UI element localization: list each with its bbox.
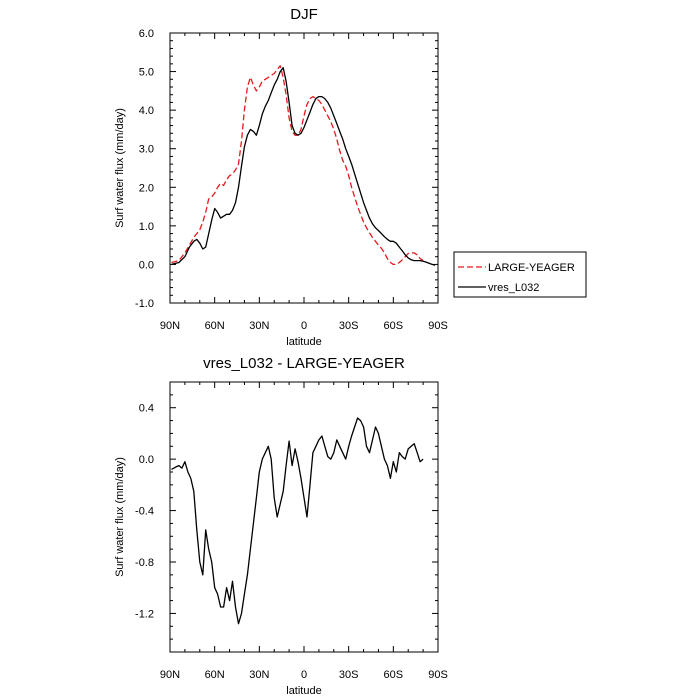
x-tick-label: 30S xyxy=(339,320,359,332)
x-tick-label: 0 xyxy=(301,669,307,681)
legend-label: LARGE-YEAGER xyxy=(488,262,575,274)
x-axis-label: latitude xyxy=(286,685,321,697)
x-tick-label: 90S xyxy=(428,669,448,681)
y-tick-label: 0.0 xyxy=(139,259,154,271)
x-axis-label: latitude xyxy=(286,336,321,348)
x-tick-label: 60N xyxy=(205,669,225,681)
y-tick-label: 0.4 xyxy=(139,403,154,415)
x-tick-label: 90N xyxy=(160,320,180,332)
x-tick-label: 60S xyxy=(384,320,404,332)
y-tick-label: 6.0 xyxy=(139,28,154,40)
y-tick-label: -0.8 xyxy=(135,557,154,569)
series-line-large-yeager xyxy=(171,65,424,266)
series-line-difference xyxy=(171,417,424,625)
plot-frame xyxy=(169,32,439,304)
x-tick-label: 30N xyxy=(249,669,269,681)
chart-title: vres_L032 - LARGE-YEAGER xyxy=(203,355,405,372)
chart-title: DJF xyxy=(290,6,318,23)
y-axis-label: Surf water flux (mm/day) xyxy=(114,108,126,228)
x-tick-label: 90S xyxy=(428,320,448,332)
y-axis-label: Surf water flux (mm/day) xyxy=(114,457,126,577)
y-tick-label: 5.0 xyxy=(139,67,154,79)
x-tick-label: 60S xyxy=(384,669,404,681)
legend: LARGE-YEAGER vres_L032 xyxy=(453,251,587,298)
chart-panel-2: vres_L032 - LARGE-YEAGER 90N 60N 30N 0 30S 60S… xyxy=(114,355,448,697)
x-tick-label: 60N xyxy=(205,320,225,332)
plot-area xyxy=(171,417,424,625)
legend-label: vres_L032 xyxy=(488,282,539,294)
x-tick-label: 30S xyxy=(339,669,359,681)
x-tick-label: 30N xyxy=(249,320,269,332)
chart-panel-1: DJF 90N 60N 30N 0 30S 60S 90S -1.0 0.0 1.0 2.0 3.0 4.… xyxy=(114,6,587,348)
y-tick-label: 3.0 xyxy=(139,144,154,156)
y-tick-label: 2.0 xyxy=(139,182,154,194)
y-tick-label: -1.2 xyxy=(135,608,154,620)
y-tick-label: 0.0 xyxy=(139,454,154,466)
plot-area xyxy=(171,65,436,266)
y-tick-label: 1.0 xyxy=(139,221,154,233)
y-tick-label: 4.0 xyxy=(139,105,154,117)
y-tick-label: -1.0 xyxy=(135,298,154,310)
x-tick-label: 0 xyxy=(301,320,307,332)
plot-frame xyxy=(169,381,439,653)
x-tick-label: 90N xyxy=(160,669,180,681)
series-line-vres-l032 xyxy=(171,67,436,266)
y-tick-label: -0.4 xyxy=(135,506,154,518)
legend-box xyxy=(453,251,587,298)
